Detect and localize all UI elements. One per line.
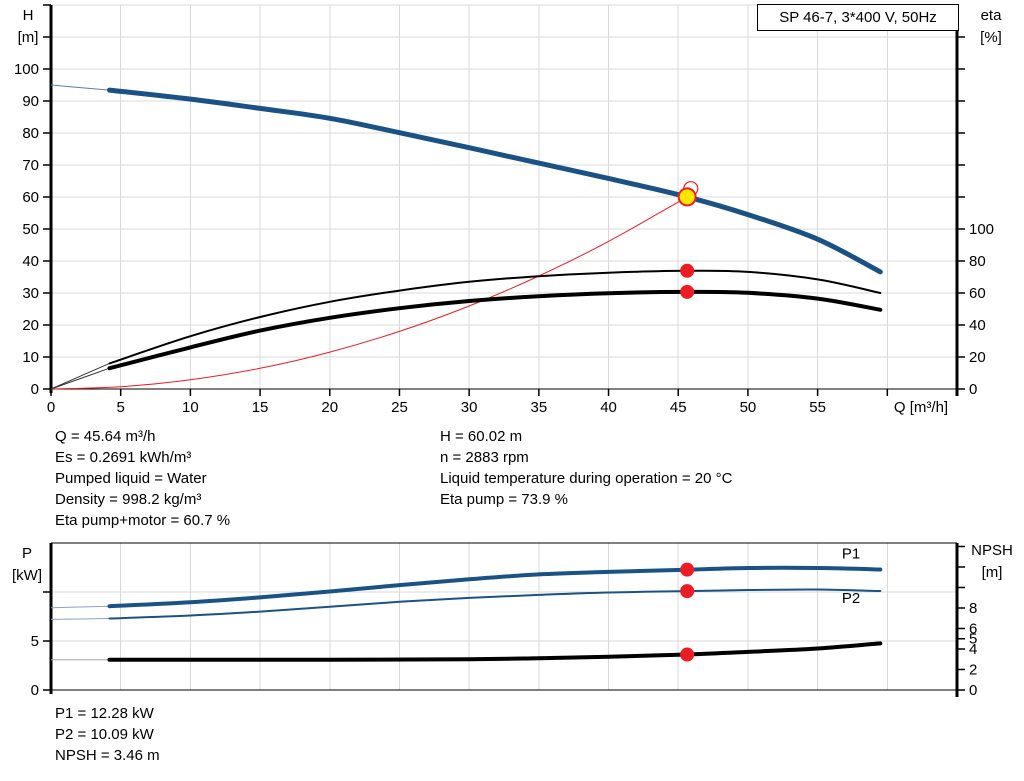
head-efficiency-chart-gridlines (51, 4, 957, 389)
readout-speed: n = 2883 rpm (440, 449, 529, 466)
readout-specific-energy: Es = 0.2691 kWh/m³ (55, 449, 192, 466)
series-label-P2: P2 (842, 590, 860, 607)
power-axis-symbol: P (21, 545, 32, 562)
head-efficiency-chart-ticks: 0 5 10 15 20 25 30 35 40 45 50 55 0 10 20 30 40 50 60 70 80 9… (14, 4, 994, 416)
curve-eta-pump-motor (50, 289, 883, 390)
svg-text:30: 30 (22, 285, 39, 302)
svg-text:5: 5 (117, 399, 125, 416)
svg-text:60: 60 (969, 285, 986, 302)
eta-axis-unit: [%] (980, 29, 1002, 46)
svg-text:35: 35 (531, 399, 548, 416)
eta-axis-symbol: eta (980, 7, 1002, 24)
eta-axis-title: eta [%] (966, 5, 1016, 49)
svg-text:70: 70 (22, 157, 39, 174)
readout-head: H = 60.02 m (440, 428, 523, 445)
svg-text:40: 40 (600, 399, 617, 416)
svg-text:25: 25 (391, 399, 408, 416)
curve-eta-pump (50, 269, 882, 390)
head-efficiency-chart: 0 5 10 15 20 25 30 35 40 45 50 55 0 10 20 30 40 50 60 70 80 9… (14, 4, 994, 416)
svg-text:10: 10 (182, 399, 199, 416)
svg-text:20: 20 (22, 317, 39, 334)
svg-text:45: 45 (670, 399, 687, 416)
readout-right-column: H = 60.02 m n = 2883 rpm Liquid temperat… (440, 426, 732, 510)
curve-system-curve (50, 196, 688, 390)
svg-text:80: 80 (969, 253, 986, 270)
readout-p1: P1 = 12.28 kW (55, 705, 154, 722)
head-axis-symbol: H (22, 7, 34, 24)
svg-text:55: 55 (809, 399, 826, 416)
svg-text:20: 20 (969, 349, 986, 366)
svg-text:5: 5 (31, 633, 39, 650)
svg-text:0: 0 (31, 682, 39, 699)
svg-text:40: 40 (22, 253, 39, 270)
curve-p1-power (50, 565, 883, 609)
npsh-axis-symbol: NPSH (971, 542, 1013, 559)
svg-text:5: 5 (969, 631, 977, 648)
readout-left-column: Q = 45.64 m³/h Es = 0.2691 kWh/m³ Pumped… (55, 426, 230, 531)
svg-text:50: 50 (740, 399, 757, 416)
svg-text:40: 40 (969, 317, 986, 334)
svg-text:10: 10 (22, 349, 39, 366)
svg-text:80: 80 (22, 125, 39, 142)
head-axis-unit: [m] (17, 29, 39, 46)
svg-text:60: 60 (22, 189, 39, 206)
svg-text:50: 50 (22, 221, 39, 238)
svg-text:15: 15 (252, 399, 269, 416)
svg-text:0: 0 (47, 399, 55, 416)
readout-eta-pump: Eta pump = 73.9 % (440, 491, 568, 508)
p2-duty-dot[interactable] (680, 584, 695, 599)
svg-text:90: 90 (22, 93, 39, 110)
svg-text:4: 4 (969, 641, 977, 658)
readout-pumped-liquid: Pumped liquid = Water (55, 470, 207, 487)
head-axis-title: H [m] (6, 5, 50, 49)
operating-point[interactable] (677, 187, 697, 207)
svg-text:0: 0 (969, 381, 977, 398)
p1-duty-dot[interactable] (680, 562, 695, 577)
flow-axis-title: Q [m³/h] (893, 399, 949, 416)
power-axis-unit: [kW] (12, 567, 42, 584)
readout-liquid-temperature: Liquid temperature during operation = 20… (440, 470, 733, 487)
readout-eta-pump-motor: Eta pump+motor = 60.7 % (55, 512, 231, 529)
svg-text:30: 30 (461, 399, 478, 416)
eta-pump-duty-dot[interactable] (680, 263, 695, 278)
npsh-axis-unit: [m] (981, 564, 1003, 581)
readout-p2: P2 = 10.09 kW (55, 726, 154, 743)
readout-npsh: NPSH = 3.46 m (55, 747, 160, 764)
svg-text:100: 100 (969, 221, 994, 238)
readout-bottom-column: P1 = 12.28 kW P2 = 10.09 kW NPSH = 3.46 … (55, 703, 160, 766)
curve-head (50, 84, 883, 275)
pump-model-label: SP 46-7, 3*400 V, 50Hz (757, 4, 959, 31)
svg-text:100: 100 (14, 61, 39, 78)
npsh-duty-dot[interactable] (680, 647, 695, 662)
svg-text:0: 0 (31, 381, 39, 398)
readout-density: Density = 998.2 kg/m³ (55, 491, 202, 508)
series-label-P1: P1 (842, 546, 860, 563)
svg-text:20: 20 (321, 399, 338, 416)
curve-npsh (51, 641, 883, 662)
svg-text:6: 6 (969, 620, 977, 637)
curve-p2-power (50, 588, 882, 620)
eta-pump-motor-duty-dot[interactable] (680, 284, 695, 299)
svg-text:2: 2 (969, 661, 977, 678)
npsh-axis-title: NPSH [m] (962, 540, 1022, 584)
readout-flow: Q = 45.64 m³/h (55, 428, 156, 445)
power-npsh-chart-frame (48, 542, 963, 697)
svg-text:0: 0 (969, 682, 977, 699)
power-axis-title: P [kW] (4, 543, 50, 587)
svg-text:8: 8 (969, 600, 977, 617)
